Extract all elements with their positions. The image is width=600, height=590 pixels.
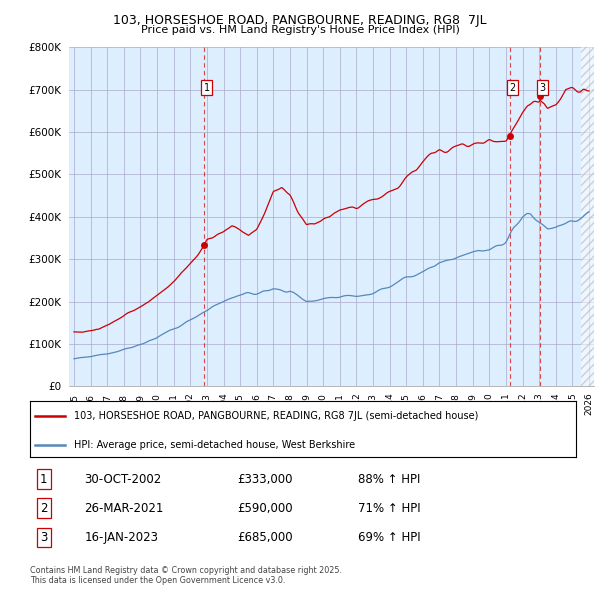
Text: 3: 3	[539, 83, 545, 93]
Text: 1: 1	[203, 83, 209, 93]
Text: 3: 3	[40, 531, 47, 544]
Text: 16-JAN-2023: 16-JAN-2023	[85, 531, 158, 544]
Text: 30-OCT-2002: 30-OCT-2002	[85, 473, 162, 486]
Text: 69% ↑ HPI: 69% ↑ HPI	[358, 531, 420, 544]
Text: 103, HORSESHOE ROAD, PANGBOURNE, READING, RG8  7JL: 103, HORSESHOE ROAD, PANGBOURNE, READING…	[113, 14, 487, 27]
Text: Contains HM Land Registry data © Crown copyright and database right 2025.
This d: Contains HM Land Registry data © Crown c…	[30, 566, 342, 585]
Text: £333,000: £333,000	[238, 473, 293, 486]
Text: 1: 1	[40, 473, 47, 486]
Text: 2: 2	[40, 502, 47, 515]
Text: 2: 2	[509, 83, 515, 93]
Text: 71% ↑ HPI: 71% ↑ HPI	[358, 502, 420, 515]
Text: £590,000: £590,000	[238, 502, 293, 515]
Text: 26-MAR-2021: 26-MAR-2021	[85, 502, 164, 515]
Text: Price paid vs. HM Land Registry's House Price Index (HPI): Price paid vs. HM Land Registry's House …	[140, 25, 460, 35]
Text: 103, HORSESHOE ROAD, PANGBOURNE, READING, RG8 7JL (semi-detached house): 103, HORSESHOE ROAD, PANGBOURNE, READING…	[74, 411, 478, 421]
Text: £685,000: £685,000	[238, 531, 293, 544]
Text: HPI: Average price, semi-detached house, West Berkshire: HPI: Average price, semi-detached house,…	[74, 440, 355, 450]
Text: 88% ↑ HPI: 88% ↑ HPI	[358, 473, 420, 486]
